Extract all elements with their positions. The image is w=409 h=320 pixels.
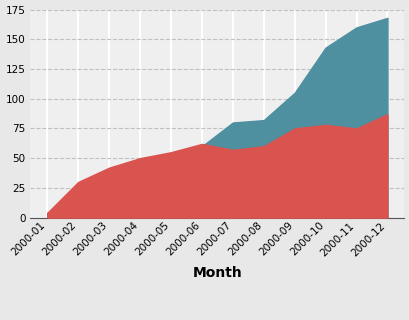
X-axis label: Month: Month [192,266,242,280]
